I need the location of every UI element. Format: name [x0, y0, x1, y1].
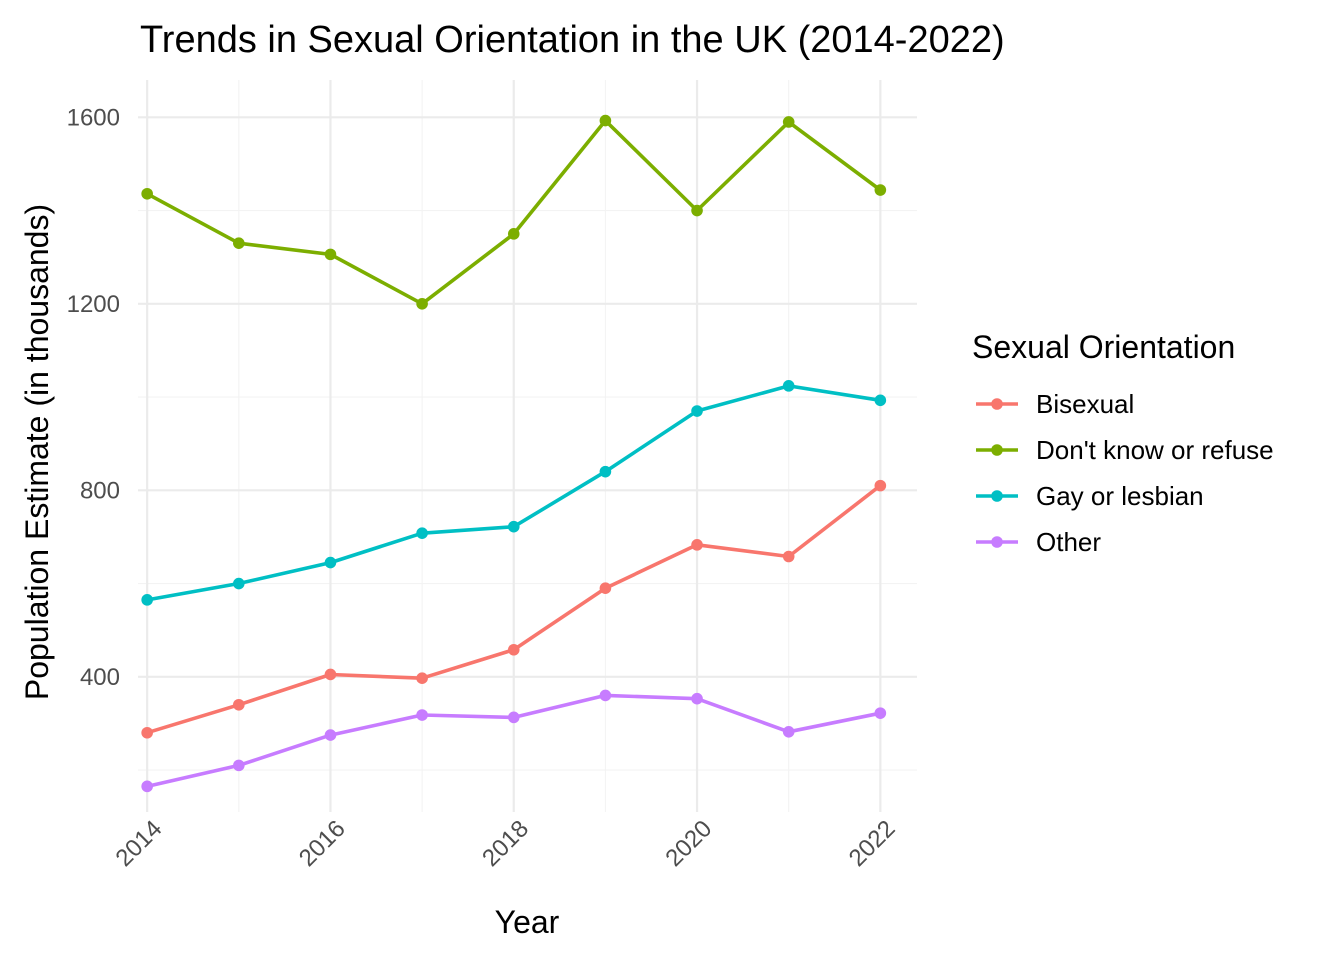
data-point-bisexual — [233, 698, 245, 711]
data-point-other — [599, 689, 612, 702]
data-point-other — [874, 707, 887, 719]
y-tick-label: 1600 — [67, 104, 120, 131]
data-point-other — [324, 729, 337, 741]
data-point-don-t-know-or-refuse — [507, 228, 520, 240]
data-point-gay-or-lesbian — [599, 465, 612, 478]
x-tick-label: 2014 — [111, 815, 168, 872]
legend-key-point-don-t-know-or-refuse — [991, 444, 1003, 456]
data-point-other — [141, 780, 153, 793]
plot-grid — [138, 80, 917, 812]
x-axis-title: Year — [495, 904, 560, 940]
data-point-bisexual — [782, 550, 795, 563]
data-point-gay-or-lesbian — [324, 556, 337, 569]
y-tick-label: 400 — [80, 664, 120, 691]
chart-title: Trends in Sexual Orientation in the UK (… — [140, 19, 1005, 61]
data-point-bisexual — [691, 539, 703, 551]
legend-label-other: Other — [1036, 527, 1101, 557]
data-point-bisexual — [507, 643, 520, 656]
data-point-gay-or-lesbian — [233, 577, 245, 590]
data-point-don-t-know-or-refuse — [416, 297, 428, 310]
legend: Sexual Orientation Bisexual Don't know or… — [972, 329, 1274, 557]
data-point-don-t-know-or-refuse — [782, 116, 795, 128]
data-point-don-t-know-or-refuse — [874, 184, 887, 196]
data-point-other — [507, 711, 520, 724]
legend-title: Sexual Orientation — [972, 329, 1235, 365]
data-point-don-t-know-or-refuse — [691, 204, 703, 217]
legend-key-point-gay-or-lesbian — [991, 490, 1003, 502]
y-axis-ticks: 400 800 1200 1600 — [67, 104, 120, 690]
data-point-gay-or-lesbian — [782, 380, 795, 392]
data-point-bisexual — [141, 726, 153, 739]
data-point-don-t-know-or-refuse — [233, 237, 245, 249]
x-tick-label: 2022 — [844, 815, 901, 872]
data-point-gay-or-lesbian — [507, 520, 520, 533]
x-tick-label: 2018 — [477, 815, 534, 872]
data-point-don-t-know-or-refuse — [324, 248, 337, 261]
legend-label-bisexual: Bisexual — [1036, 389, 1134, 419]
data-point-don-t-know-or-refuse — [141, 187, 153, 200]
legend-label-gay-or-lesbian: Gay or lesbian — [1036, 481, 1204, 511]
data-point-other — [691, 692, 703, 705]
x-tick-label: 2020 — [660, 815, 717, 872]
data-point-gay-or-lesbian — [141, 594, 153, 606]
data-point-gay-or-lesbian — [874, 394, 887, 407]
data-point-bisexual — [324, 668, 337, 681]
x-tick-label: 2016 — [294, 815, 351, 872]
data-point-gay-or-lesbian — [691, 405, 703, 417]
data-point-other — [782, 726, 795, 738]
x-axis-ticks: 2014 2016 2018 2020 2022 — [111, 815, 901, 872]
data-point-bisexual — [599, 582, 612, 595]
data-point-other — [233, 759, 245, 772]
data-point-bisexual — [874, 479, 887, 492]
data-point-bisexual — [416, 672, 428, 684]
legend-key-point-other — [991, 536, 1003, 548]
data-point-other — [416, 709, 428, 721]
y-tick-label: 800 — [80, 477, 120, 504]
series-points — [141, 114, 887, 793]
legend-label-don-t-know-or-refuse: Don't know or refuse — [1036, 435, 1274, 465]
data-point-don-t-know-or-refuse — [599, 114, 612, 127]
y-axis-title: Population Estimate (in thousands) — [19, 204, 55, 700]
data-point-gay-or-lesbian — [416, 527, 428, 539]
y-tick-label: 1200 — [67, 291, 120, 318]
legend-key-point-bisexual — [991, 398, 1003, 410]
